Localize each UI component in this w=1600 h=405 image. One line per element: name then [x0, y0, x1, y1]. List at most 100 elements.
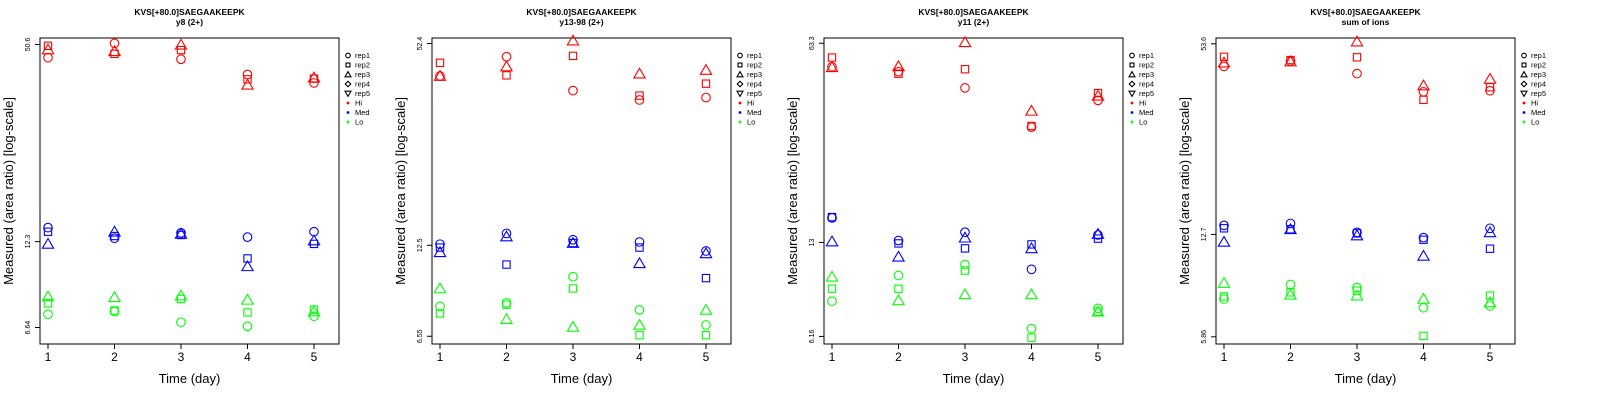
data-point — [435, 239, 445, 250]
legend-label: rep5 — [747, 89, 762, 98]
data-point — [240, 293, 255, 305]
legend-label: rep1 — [747, 51, 762, 60]
data-point — [1483, 72, 1497, 84]
data-point — [1283, 222, 1298, 235]
data-point — [1219, 224, 1229, 233]
data-point — [1483, 225, 1497, 238]
x-tick-label: 1 — [437, 350, 444, 364]
data-point — [1485, 223, 1495, 234]
legend-marker — [344, 80, 352, 88]
data-point — [568, 51, 578, 61]
legend-label: Hi — [747, 99, 754, 108]
data-point — [176, 45, 186, 55]
data-point — [433, 245, 447, 258]
data-point — [894, 69, 903, 78]
legend-marker — [738, 111, 742, 114]
data-point — [1093, 303, 1103, 314]
data-point — [891, 250, 906, 262]
data-point — [960, 65, 970, 74]
data-point — [1217, 276, 1231, 288]
legend-marker — [1129, 52, 1135, 59]
data-point — [960, 83, 970, 93]
data-point — [501, 228, 512, 239]
legend-label: rep3 — [1531, 70, 1546, 79]
data-point — [960, 266, 970, 275]
data-point — [307, 234, 321, 246]
data-point — [499, 230, 514, 242]
data-point — [1024, 104, 1039, 116]
plot-frame — [823, 37, 1124, 345]
legend-label: rep2 — [1531, 61, 1546, 70]
data-point — [107, 225, 122, 237]
data-point — [827, 53, 837, 62]
legend-label: rep3 — [355, 70, 370, 79]
data-point — [1416, 79, 1431, 91]
legend-label: Med — [747, 108, 762, 117]
data-point — [502, 300, 511, 309]
legend-marker — [1522, 111, 1526, 114]
data-point — [960, 244, 970, 253]
data-point — [433, 281, 447, 294]
x-tick-label: 2 — [111, 350, 118, 364]
data-point — [701, 273, 711, 283]
legend-marker — [1129, 62, 1135, 68]
data-point — [1091, 305, 1105, 317]
y-tick-label: 5.86 — [1201, 330, 1208, 344]
legend-label: rep4 — [747, 80, 762, 89]
legend-marker — [738, 101, 742, 105]
data-point — [1285, 218, 1296, 229]
data-point — [1418, 86, 1429, 97]
x-axis-label: Time (day) — [943, 371, 1005, 386]
legend-label: rep3 — [747, 70, 762, 79]
data-point — [1485, 244, 1495, 253]
data-point — [958, 287, 972, 300]
chart-title: KVS[+80.0]SAEGAAKEEPK — [1310, 7, 1421, 17]
legend-marker — [1522, 120, 1526, 124]
data-point — [825, 60, 839, 73]
data-point — [701, 246, 711, 256]
legend-marker — [1128, 90, 1136, 98]
data-point — [1219, 294, 1229, 304]
y-axis-label: Measured (area ratio) [log-scale] — [785, 97, 800, 285]
legend-label: Med — [1139, 108, 1154, 117]
data-point — [1026, 264, 1037, 275]
legend-marker — [1128, 80, 1136, 88]
data-point — [1283, 288, 1298, 300]
y-tick-label: 12.7 — [1201, 227, 1208, 241]
data-point — [435, 309, 445, 318]
data-point — [1350, 289, 1364, 301]
data-point — [1418, 302, 1429, 313]
legend-label: rep5 — [1531, 89, 1546, 98]
legend-marker — [345, 62, 351, 68]
x-tick-label: 5 — [703, 350, 710, 364]
legend-marker — [1128, 70, 1136, 78]
data-point — [1352, 53, 1362, 62]
legend-label: Lo — [355, 118, 363, 127]
chart-subtitle: sum of ions — [1342, 17, 1390, 27]
legend-label: rep2 — [747, 61, 762, 70]
data-point — [699, 63, 713, 75]
data-point — [41, 43, 55, 55]
x-axis-label: Time (day) — [159, 371, 221, 386]
data-point — [309, 239, 319, 249]
data-point — [243, 308, 252, 317]
y-tick-label: 6.64 — [25, 321, 32, 335]
data-point — [825, 235, 839, 247]
data-point — [43, 222, 53, 233]
data-point — [891, 293, 906, 306]
data-point — [1416, 292, 1431, 304]
chart-subtitle: y8 (2+) — [176, 17, 203, 27]
x-tick-label: 4 — [636, 350, 643, 364]
data-point — [1285, 279, 1296, 290]
x-tick-label: 1 — [1221, 350, 1228, 364]
data-point — [176, 294, 186, 304]
data-point — [634, 95, 645, 105]
legend-label: Hi — [1139, 99, 1146, 108]
data-point — [958, 35, 972, 48]
data-point — [1483, 295, 1497, 308]
data-point — [827, 284, 837, 293]
data-point — [240, 78, 255, 90]
data-point — [1419, 95, 1428, 105]
